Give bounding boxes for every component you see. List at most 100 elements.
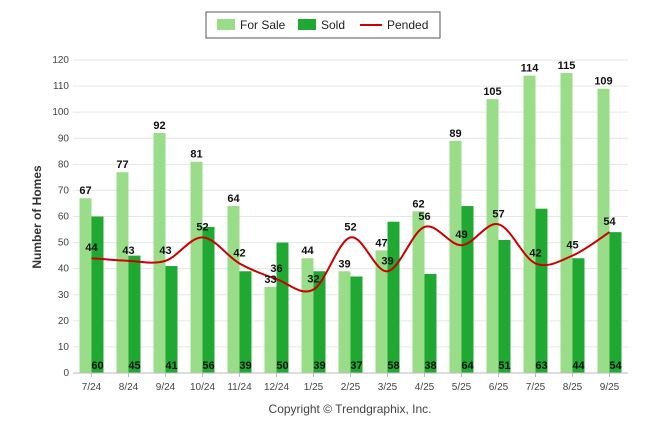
x-tick-label: 11/24	[227, 382, 252, 393]
bar-for-sale	[227, 206, 240, 373]
data-label-pended: 44	[85, 242, 98, 254]
legend: For Sale Sold Pended	[205, 11, 441, 39]
pended-line	[91, 223, 611, 293]
data-label-sold: 44	[572, 360, 585, 372]
bar-for-sale	[79, 198, 92, 373]
bar-sold	[165, 266, 178, 373]
copyright-footer: Copyright © Trendgraphix, Inc.	[269, 402, 432, 416]
data-label-sold: 50	[276, 360, 288, 372]
legend-label-pended: Pended	[387, 18, 428, 32]
data-label-sold: 37	[350, 360, 362, 372]
y-axis-title: Number of Homes	[30, 165, 44, 269]
bar-for-sale	[153, 133, 166, 373]
x-tick-label: 8/24	[119, 382, 139, 393]
data-label-for-sale: 33	[264, 274, 276, 286]
data-label-pended: 56	[418, 211, 430, 223]
bar-for-sale	[597, 88, 610, 374]
y-tick-label: 10	[58, 342, 70, 353]
legend-label-for-sale: For Sale	[240, 18, 286, 32]
bar-sold	[535, 208, 548, 373]
data-label-for-sale: 114	[521, 63, 540, 75]
data-label-pended: 39	[381, 255, 393, 267]
bar-sold	[128, 255, 141, 373]
y-tick-label: 90	[58, 133, 70, 144]
data-label-sold: 58	[387, 360, 399, 372]
data-label-pended: 36	[270, 263, 282, 275]
data-label-sold: 60	[91, 360, 103, 372]
bar-sold	[498, 239, 511, 373]
data-label-for-sale: 67	[79, 185, 91, 197]
data-label-for-sale: 89	[449, 128, 461, 140]
data-label-for-sale: 44	[301, 245, 314, 257]
x-tick-label: 2/25	[341, 382, 361, 393]
data-label-for-sale: 39	[338, 258, 350, 270]
x-tick-label: 6/25	[489, 382, 509, 393]
data-label-pended: 42	[233, 247, 245, 259]
data-label-pended: 43	[159, 245, 171, 257]
y-tick-label: 0	[63, 368, 69, 379]
data-label-pended: 32	[307, 274, 319, 286]
data-label-pended: 57	[492, 208, 504, 220]
bar-sold	[202, 226, 215, 373]
data-label-for-sale: 115	[558, 60, 576, 72]
data-label-for-sale: 92	[153, 120, 165, 132]
data-label-pended: 43	[122, 245, 134, 257]
bar-sold	[387, 221, 400, 373]
data-label-for-sale: 64	[227, 193, 240, 205]
y-tick-label: 110	[53, 81, 69, 92]
bar-sold	[239, 271, 252, 373]
bar-sold	[313, 271, 326, 373]
bars	[79, 73, 622, 374]
y-tick-label: 120	[52, 55, 69, 66]
data-label-pended: 52	[344, 221, 356, 233]
y-tick-label: 100	[52, 107, 69, 118]
y-tick-label: 60	[58, 212, 70, 223]
legend-swatch-sold	[298, 19, 316, 30]
data-label-for-sale: 105	[483, 86, 501, 98]
x-tick-label: 12/24	[264, 382, 289, 393]
y-tick-label: 70	[58, 185, 70, 196]
x-tick-label: 7/24	[82, 382, 102, 393]
bar-for-sale	[190, 161, 203, 373]
bar-sold	[350, 276, 363, 373]
data-label-for-sale: 77	[116, 159, 128, 171]
data-label-sold: 63	[535, 360, 547, 372]
x-tick-label: 9/25	[600, 382, 620, 393]
y-tick-label: 20	[58, 316, 70, 327]
bar-for-sale	[338, 271, 351, 373]
data-labels: 67 60 77 45 92 41 81 56 64 39 33 50 44 39 39 37 47 58 62 38…	[79, 60, 622, 372]
data-label-for-sale: 47	[375, 237, 387, 249]
y-tick-label: 80	[58, 159, 70, 170]
bar-for-sale	[560, 73, 573, 374]
data-label-for-sale: 81	[190, 149, 202, 161]
data-label-for-sale: 62	[412, 198, 424, 210]
x-tick-label: 7/25	[526, 382, 546, 393]
y-tick-label: 50	[58, 238, 70, 249]
x-tick-label: 4/25	[415, 382, 435, 393]
data-label-sold: 64	[461, 360, 474, 372]
bar-for-sale	[264, 286, 277, 373]
bar-for-sale	[116, 172, 129, 373]
data-label-sold: 51	[498, 360, 510, 372]
x-tick-label: 10/24	[190, 382, 215, 393]
x-tick-label: 3/25	[378, 382, 398, 393]
x-tick-label: 8/25	[563, 382, 583, 393]
bar-for-sale	[301, 258, 314, 373]
x-tick-label: 9/24	[156, 382, 176, 393]
legend-box	[205, 11, 441, 39]
data-label-sold: 45	[128, 360, 140, 372]
legend-swatch-for-sale	[217, 19, 235, 30]
bar-sold	[276, 242, 289, 373]
x-tick-label: 5/25	[452, 382, 472, 393]
bar-sold	[91, 216, 104, 373]
bar-sold	[609, 232, 622, 373]
data-label-sold: 54	[609, 360, 622, 372]
bar-sold	[424, 273, 437, 373]
y-tick-label: 40	[58, 264, 70, 275]
bar-for-sale	[412, 211, 425, 373]
data-label-sold: 41	[165, 360, 177, 372]
data-label-pended: 45	[566, 240, 578, 252]
pended-line-layer	[91, 223, 611, 293]
axes: 0 10 20 30 40 50 60 70 80 90 100 110 120 7/24 8/24 9/24…	[52, 55, 628, 393]
